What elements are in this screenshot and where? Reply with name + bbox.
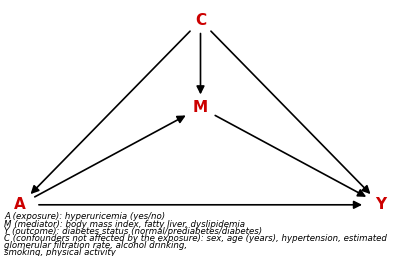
- Text: M: M: [193, 100, 208, 115]
- Text: C: C: [195, 13, 206, 28]
- Text: Y (outcome): diabetes status (normal/prediabetes/diabetes): Y (outcome): diabetes status (normal/pre…: [4, 227, 262, 236]
- Text: glomerular filtration rate, alcohol drinking,: glomerular filtration rate, alcohol drin…: [4, 241, 187, 250]
- Text: C (confounders not affected by the exposure): sex, age (years), hypertension, es: C (confounders not affected by the expos…: [4, 234, 387, 243]
- Text: A (exposure): hyperuricemia (yes/no): A (exposure): hyperuricemia (yes/no): [4, 212, 165, 221]
- Text: smoking, physical activity: smoking, physical activity: [4, 248, 116, 256]
- Text: M (mediator): body mass index, fatty liver, dyslipidemia: M (mediator): body mass index, fatty liv…: [4, 220, 245, 229]
- Text: Y: Y: [375, 197, 387, 212]
- Text: A: A: [14, 197, 26, 212]
